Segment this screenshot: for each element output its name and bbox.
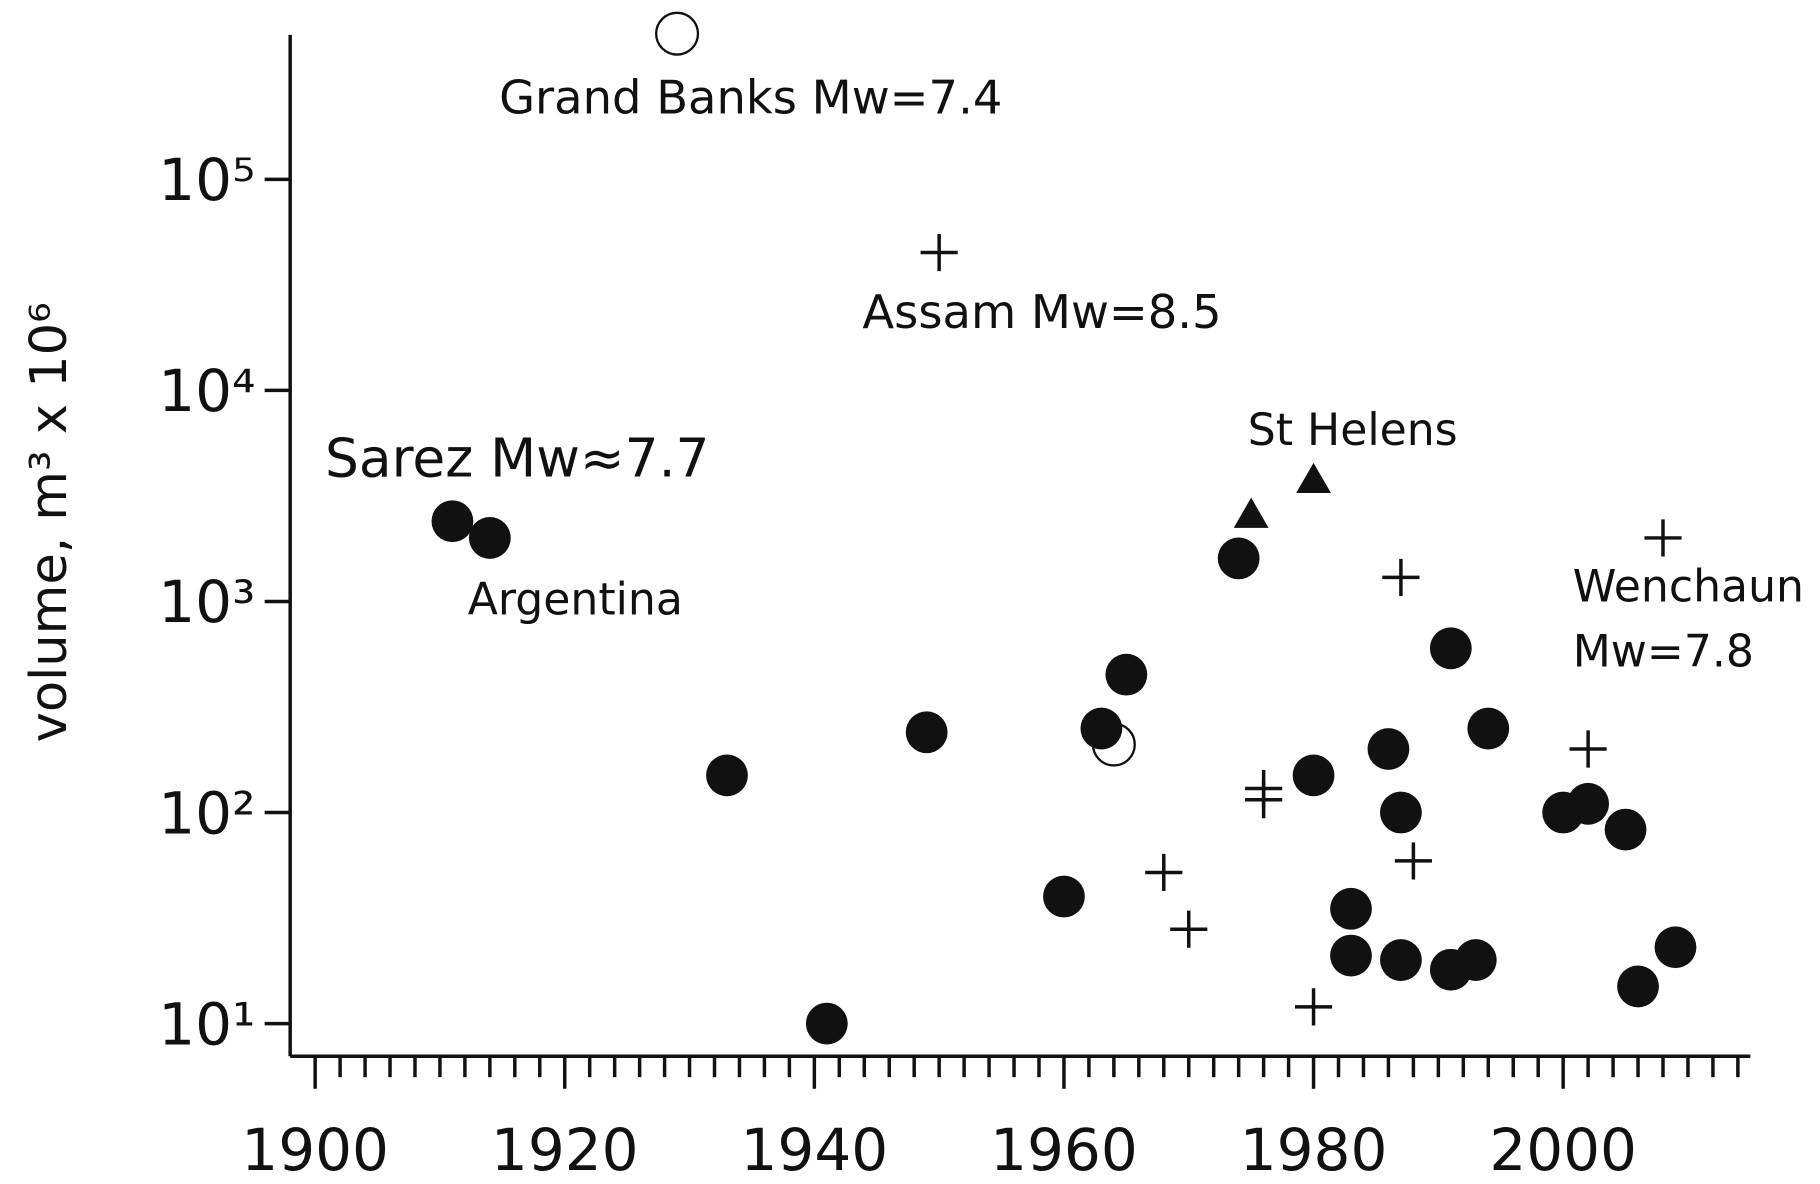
point xyxy=(468,517,511,559)
point xyxy=(1567,782,1610,825)
point xyxy=(1569,730,1607,768)
y-tick-label: 10² xyxy=(158,779,255,847)
point xyxy=(1245,781,1283,819)
point xyxy=(1454,939,1497,981)
point xyxy=(1294,988,1333,1026)
point xyxy=(1145,853,1183,892)
point xyxy=(920,233,958,272)
point xyxy=(706,754,748,797)
point xyxy=(1394,842,1432,880)
x-tick-label: 1920 xyxy=(491,1116,639,1184)
point xyxy=(1467,707,1510,750)
point xyxy=(1382,558,1420,596)
point xyxy=(805,1002,848,1045)
point xyxy=(1292,754,1335,797)
point xyxy=(1105,653,1148,696)
y-tick-label: 10⁵ xyxy=(158,146,255,214)
point xyxy=(1429,627,1472,670)
point xyxy=(1380,791,1422,834)
point xyxy=(431,500,474,543)
point xyxy=(1217,537,1260,580)
point xyxy=(1654,926,1697,969)
annotation: Mw=7.8 xyxy=(1573,627,1754,678)
x-tick-label: 1900 xyxy=(241,1116,389,1184)
point xyxy=(1233,497,1269,528)
y-tick-label: 10³ xyxy=(158,568,255,636)
x-tick-label: 2000 xyxy=(1489,1116,1637,1184)
point xyxy=(1380,939,1422,981)
point xyxy=(1043,875,1085,918)
annotation: Assam Mw=8.5 xyxy=(862,285,1221,339)
point xyxy=(1617,965,1659,1008)
x-tick-label: 1940 xyxy=(741,1116,889,1184)
annotation: St Helens xyxy=(1248,405,1458,456)
annotation: Grand Banks Mw=7.4 xyxy=(499,71,1002,125)
annotation: Wenchaun xyxy=(1573,562,1804,613)
point xyxy=(1330,934,1372,977)
x-tick-label: 1980 xyxy=(1240,1116,1388,1184)
y-axis-label: volume, m³ x 10⁶ xyxy=(20,302,79,742)
point xyxy=(905,711,948,754)
y-tick-label: 10¹ xyxy=(158,990,255,1058)
point xyxy=(1644,519,1682,557)
point xyxy=(1367,728,1410,770)
point xyxy=(1170,910,1208,948)
annotation: Sarez Mw≈7.7 xyxy=(325,427,710,490)
point xyxy=(1604,808,1647,851)
annotation: Argentina xyxy=(468,574,683,625)
point xyxy=(1091,722,1136,767)
x-tick-label: 1960 xyxy=(990,1116,1138,1184)
point xyxy=(1296,462,1331,494)
point xyxy=(655,11,700,56)
point xyxy=(1330,887,1372,930)
y-tick-label: 10⁴ xyxy=(158,357,255,425)
